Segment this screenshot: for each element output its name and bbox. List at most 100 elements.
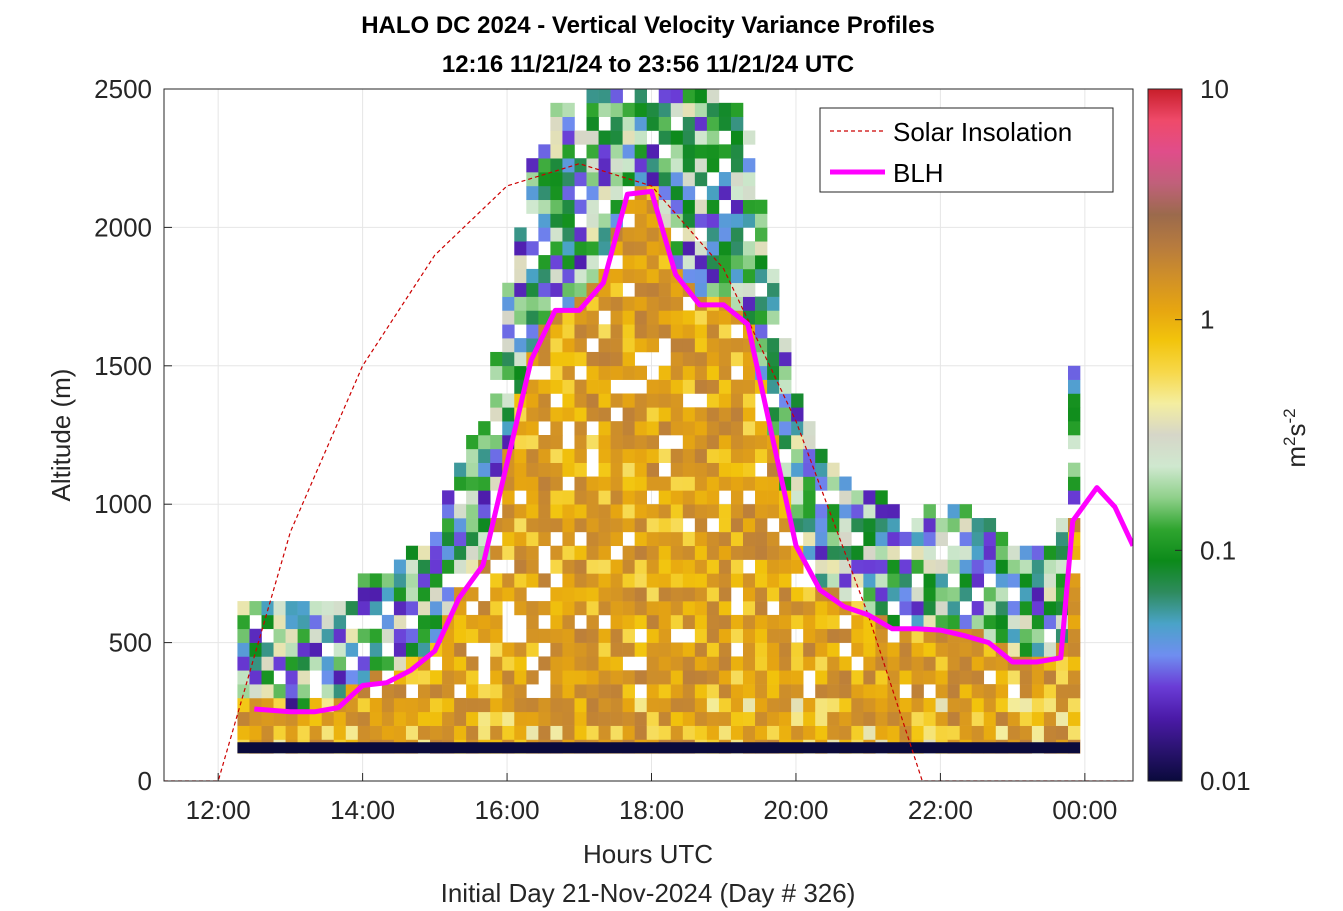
heatmap-cell <box>393 684 407 699</box>
heatmap-cell <box>574 338 587 353</box>
heatmap-cell <box>610 476 623 491</box>
heatmap-cell <box>875 684 888 699</box>
heatmap-cell <box>466 462 479 477</box>
heatmap-cell <box>622 448 635 463</box>
heatmap-cell <box>670 518 684 533</box>
heatmap-cell <box>454 628 467 643</box>
heatmap-cell <box>586 227 599 242</box>
heatmap-cell <box>995 601 1009 616</box>
heatmap-cell <box>442 670 455 685</box>
heatmap-cell <box>730 504 744 519</box>
heatmap-cell <box>658 393 672 408</box>
heatmap-cell <box>405 628 419 643</box>
heatmap-cell <box>646 601 660 616</box>
heatmap-cell <box>562 241 575 256</box>
heatmap-cell <box>634 711 647 726</box>
heatmap-cell <box>526 185 539 201</box>
heatmap-cell <box>598 324 611 339</box>
heatmap-cell <box>875 504 888 519</box>
heatmap-cell <box>742 241 756 256</box>
heatmap-cell <box>730 573 744 588</box>
heatmap-lowest-gate <box>237 742 1081 754</box>
heatmap-cell <box>417 684 431 699</box>
heatmap-cell <box>417 670 431 685</box>
heatmap-cell <box>1055 531 1069 547</box>
heatmap-cell <box>538 725 551 740</box>
heatmap-cell <box>574 518 587 533</box>
heatmap-cell <box>755 614 768 630</box>
heatmap-cell <box>971 711 985 726</box>
heatmap-cell <box>935 725 948 740</box>
heatmap-cell <box>622 268 635 284</box>
heatmap-cell <box>562 725 575 740</box>
heatmap-cell <box>393 601 407 616</box>
heatmap-cell <box>526 504 539 519</box>
heatmap-cell <box>658 310 672 325</box>
heatmap-cell <box>767 531 780 547</box>
heatmap-cell <box>911 670 924 685</box>
heatmap-cell <box>742 518 756 533</box>
heatmap-cell <box>598 241 611 256</box>
heatmap-cell <box>1019 628 1033 643</box>
heatmap-cell <box>779 628 792 643</box>
heatmap-cell <box>538 158 551 173</box>
heatmap-cell <box>718 172 732 187</box>
heatmap-cell <box>490 684 503 699</box>
heatmap-cell <box>634 697 647 713</box>
heatmap-cell <box>466 545 479 560</box>
heatmap-cell <box>417 697 431 713</box>
y-tick-label: 2500 <box>94 74 152 104</box>
heatmap-cell <box>574 587 587 602</box>
heatmap-cell <box>586 642 599 657</box>
colorbar-label-base: m <box>1281 446 1311 468</box>
heatmap-cell <box>574 697 587 713</box>
heatmap-cell <box>670 711 684 726</box>
heatmap-cell <box>586 144 599 159</box>
heatmap-cell <box>634 365 647 380</box>
heatmap-cell <box>791 504 804 519</box>
heatmap-cell <box>923 518 936 533</box>
heatmap-cell <box>333 711 347 726</box>
heatmap-cell <box>839 711 852 726</box>
heatmap-cell <box>815 670 828 685</box>
heatmap-cell <box>851 725 864 740</box>
heatmap-cell <box>670 697 684 713</box>
heatmap-cell <box>466 656 479 671</box>
heatmap-cell <box>562 601 575 616</box>
heatmap-cell <box>550 462 563 477</box>
heatmap-cell <box>863 697 876 713</box>
heatmap-cell <box>610 310 623 325</box>
heatmap-cell <box>634 531 647 547</box>
heatmap-cell <box>321 725 335 740</box>
heatmap-cell <box>598 531 611 547</box>
heatmap-cell <box>430 614 443 630</box>
heatmap-cell <box>755 545 768 560</box>
heatmap-cell <box>502 351 515 367</box>
heatmap-cell <box>574 227 587 242</box>
heatmap-cell <box>706 102 720 117</box>
heatmap-cell <box>682 421 696 436</box>
heatmap-cell <box>1019 684 1033 699</box>
heatmap-cell <box>550 476 563 491</box>
heatmap-cell <box>718 241 732 256</box>
heatmap-cell <box>562 614 575 630</box>
heatmap-cell <box>718 684 732 699</box>
heatmap-cell <box>682 684 696 699</box>
heatmap-cell <box>550 421 563 436</box>
heatmap-cell <box>730 241 744 256</box>
heatmap-cell <box>646 462 660 477</box>
heatmap-cell <box>742 158 756 173</box>
heatmap-cell <box>694 573 708 588</box>
heatmap-cell <box>839 531 852 547</box>
heatmap-cell <box>742 462 756 477</box>
heatmap-cell <box>694 628 708 643</box>
heatmap-cell <box>658 490 672 505</box>
heatmap-cell <box>562 573 575 588</box>
heatmap-cell <box>490 407 503 422</box>
heatmap-cell <box>863 642 876 657</box>
heatmap-cell <box>357 601 371 616</box>
heatmap-cell <box>899 601 912 616</box>
heatmap-cell <box>646 448 660 463</box>
heatmap-cell <box>658 255 672 270</box>
heatmap-cell <box>562 102 575 117</box>
